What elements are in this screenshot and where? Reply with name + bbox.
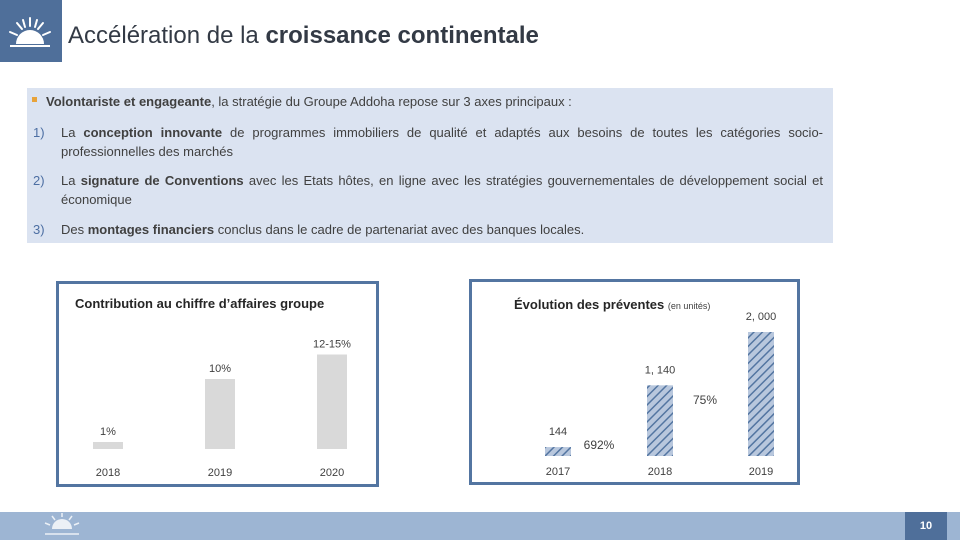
growth-label: 75% xyxy=(693,393,717,407)
sun-logo-icon xyxy=(9,17,51,47)
category-label: 2018 xyxy=(96,467,120,479)
axis-number: 3) xyxy=(33,222,45,237)
bar-2017 xyxy=(545,447,571,456)
axis-number: 2) xyxy=(33,173,45,188)
data-label: 1% xyxy=(100,426,116,438)
header-logo-box xyxy=(0,0,62,62)
data-label: 12-15% xyxy=(313,339,351,351)
bullet-square-icon xyxy=(32,97,37,102)
chart-unit: (en unités) xyxy=(667,301,711,311)
data-label: 2, 000 xyxy=(746,311,777,323)
category-label: 2019 xyxy=(208,467,232,479)
presales-panel: Évolution des préventes (en unités) 144 2… xyxy=(469,279,800,485)
chart-title: Contribution au chiffre d’affaires group… xyxy=(75,296,325,311)
axis-text: Des montages financiers conclus dans le … xyxy=(61,222,585,237)
bar-2020 xyxy=(317,354,347,449)
axis-number: 1) xyxy=(33,125,45,140)
data-label: 10% xyxy=(209,363,231,375)
data-label: 144 xyxy=(549,426,567,438)
growth-label: 692% xyxy=(584,438,615,452)
bar-2018 xyxy=(647,385,673,456)
axis-text: La conception innovante de programmes im… xyxy=(61,125,824,159)
category-label: 2017 xyxy=(546,466,570,478)
strategy-info-box xyxy=(27,88,833,243)
bar-2019 xyxy=(748,332,774,456)
intro-text: Volontariste et engageante, la stratégie… xyxy=(46,94,572,109)
category-label: 2020 xyxy=(320,467,344,479)
page-number: 10 xyxy=(905,512,947,540)
category-label: 2018 xyxy=(648,466,672,478)
presales-chart: 144 2017 1, 140 2018 2, 000 2019 692% 75% xyxy=(545,311,777,478)
category-label: 2019 xyxy=(749,466,773,478)
revenue-contribution-panel: Contribution au chiffre d’affaires group… xyxy=(56,281,379,487)
axis-text: La signature de Conventions avec les Eta… xyxy=(61,173,823,207)
data-label: 1, 140 xyxy=(645,364,676,376)
footer-bar xyxy=(0,512,960,540)
page-title: Accélération de la croissance continenta… xyxy=(68,22,539,49)
footer-sun-logo-icon xyxy=(44,513,80,535)
chart-title: Évolution des préventes (en unités) xyxy=(514,297,711,312)
revenue-contribution-chart: 1% 2018 10% 2019 12-15% 2020 xyxy=(93,339,351,479)
bar-2019 xyxy=(205,379,235,449)
bar-2018 xyxy=(93,442,123,449)
